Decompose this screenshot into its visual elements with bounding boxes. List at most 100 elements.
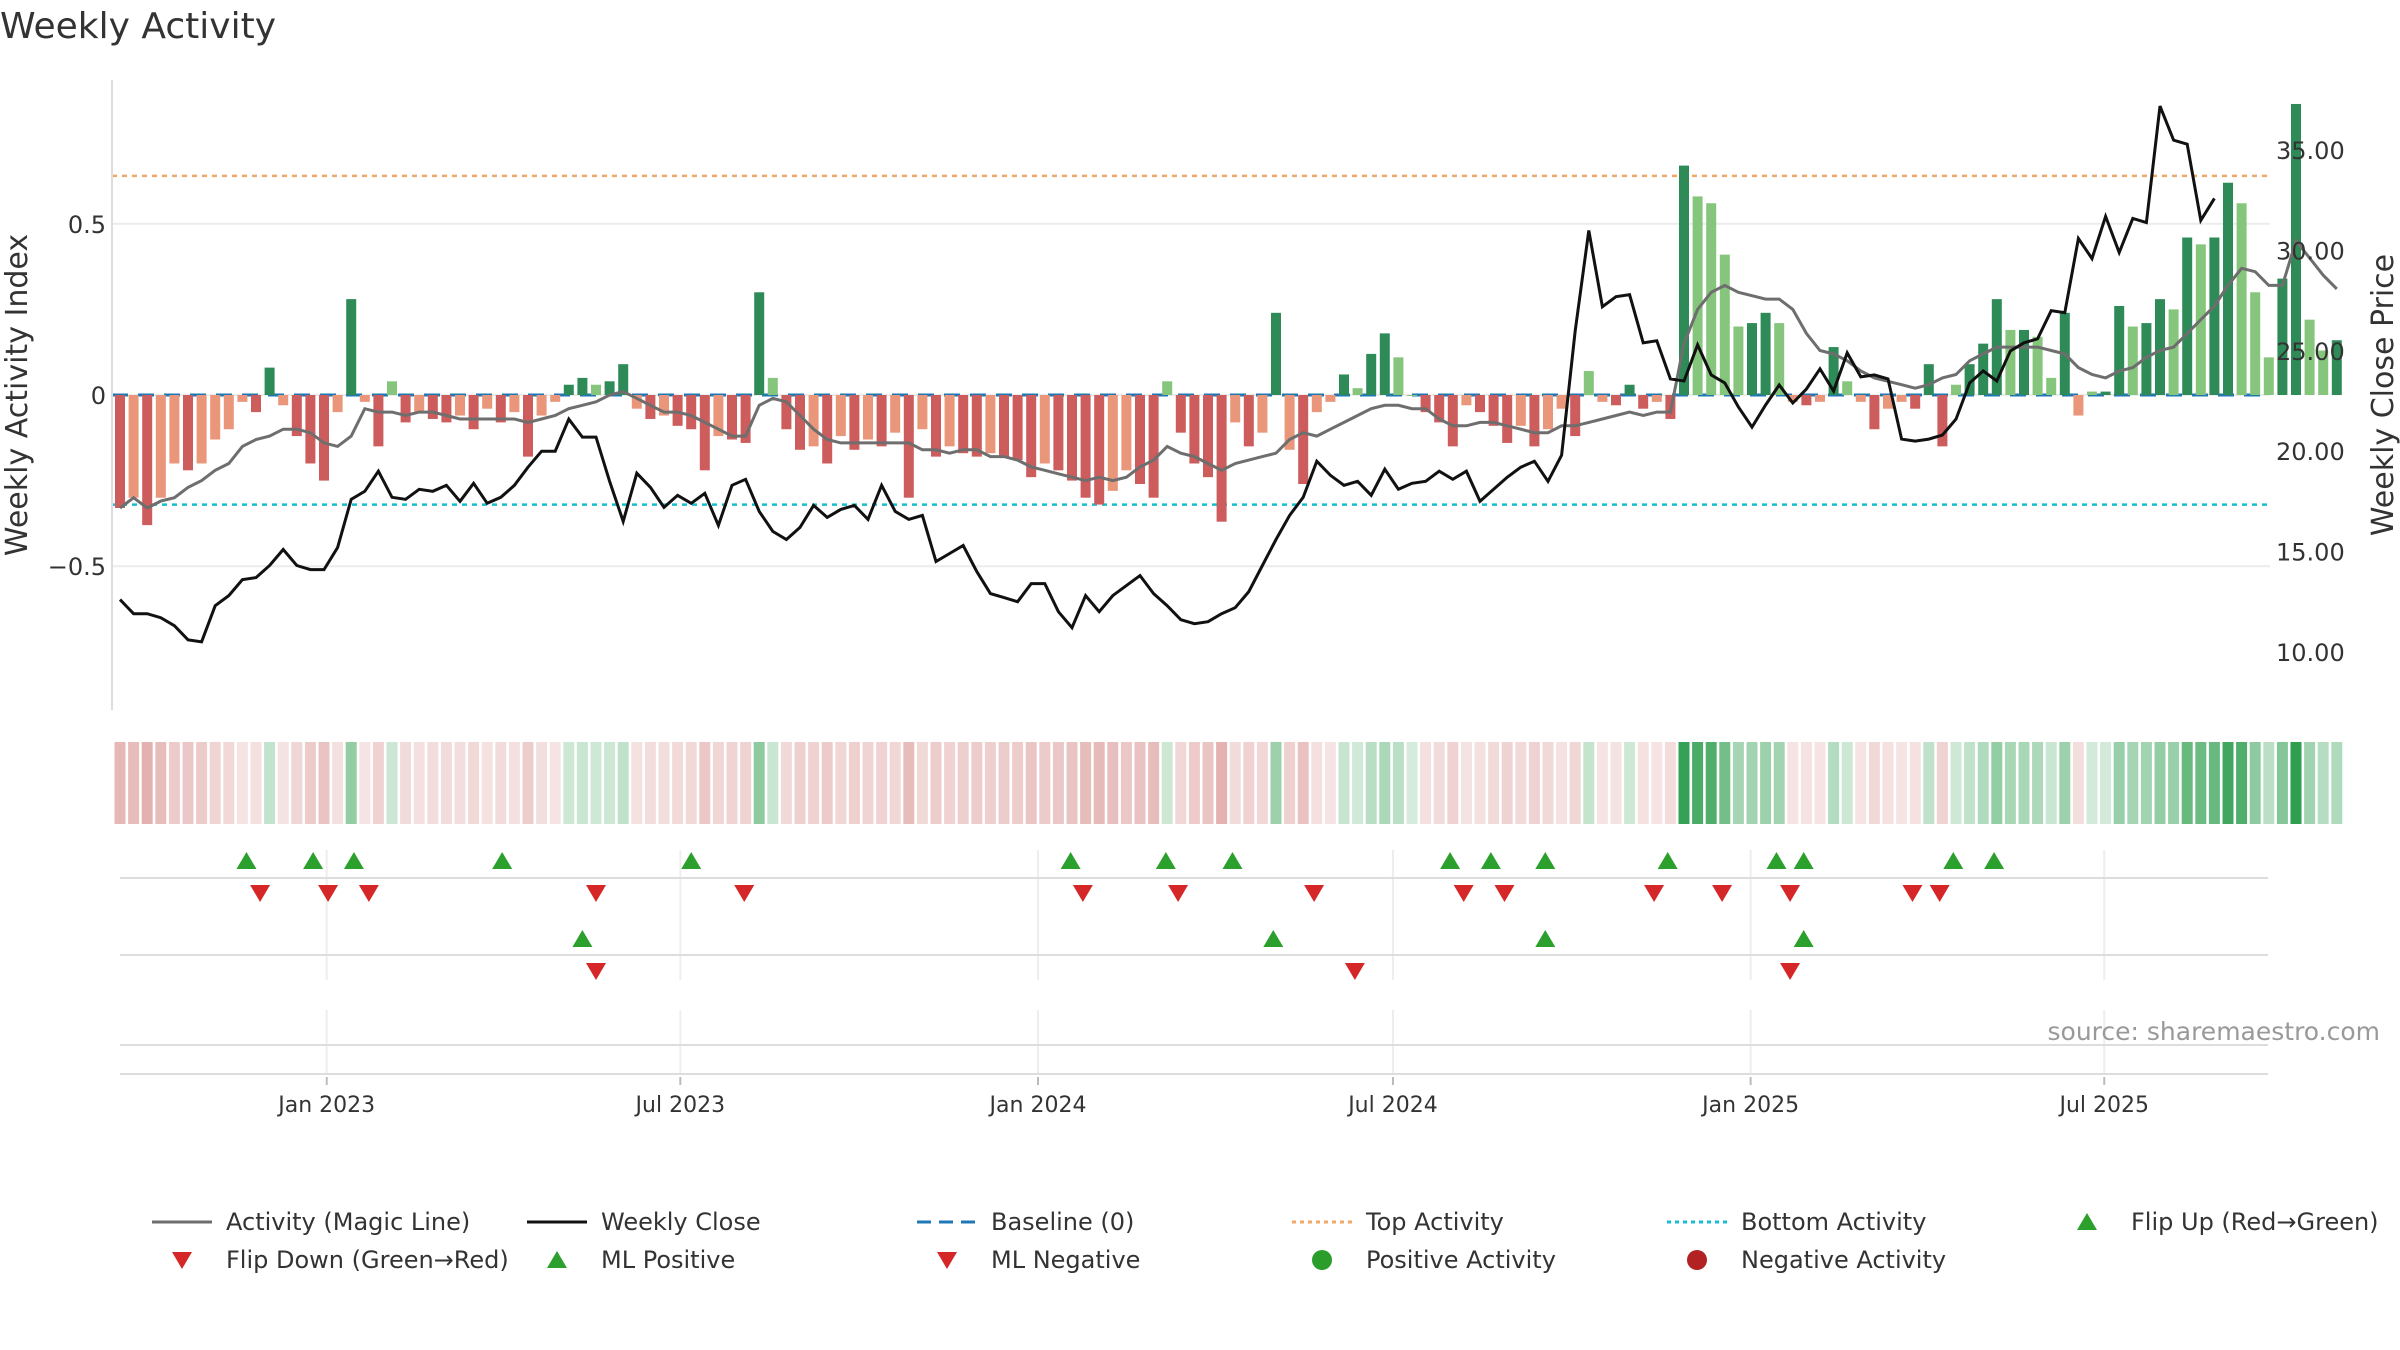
heat-cell bbox=[1297, 742, 1309, 824]
heat-cell bbox=[1025, 742, 1037, 824]
activity-bar-negative bbox=[931, 395, 941, 457]
activity-bar-positive bbox=[1679, 165, 1689, 395]
activity-bar-negative bbox=[482, 395, 493, 409]
activity-bar-negative bbox=[1570, 395, 1581, 437]
heat-cell bbox=[2249, 742, 2261, 824]
flip-up-marker bbox=[1155, 852, 1176, 869]
flip-up-marker bbox=[343, 852, 364, 869]
activity-bar-negative bbox=[319, 395, 329, 481]
activity-bar-negative bbox=[1815, 395, 1825, 402]
triangle-down-icon bbox=[172, 1252, 192, 1269]
heat-cell bbox=[1923, 742, 1935, 824]
signal-markers bbox=[236, 852, 2005, 980]
activity-bar-positive bbox=[1393, 357, 1404, 395]
legend-item: Top Activity bbox=[1290, 1205, 1504, 1239]
heat-cell bbox=[821, 742, 833, 824]
activity-bar-negative bbox=[550, 395, 561, 402]
ml-negative-marker bbox=[1780, 963, 1801, 980]
activity-bar-negative bbox=[1515, 395, 1526, 426]
heat-cell bbox=[1732, 742, 1744, 824]
heat-cell bbox=[413, 742, 425, 824]
heat-cell bbox=[1977, 742, 1989, 824]
activity-bar-negative bbox=[686, 395, 697, 430]
activity-bar-positive bbox=[591, 384, 601, 395]
heat-cell bbox=[1134, 742, 1146, 824]
activity-bar-negative bbox=[659, 395, 669, 416]
heat-cell bbox=[672, 742, 684, 824]
heat-cell bbox=[468, 742, 480, 824]
y2-tick-label: 30.00 bbox=[2276, 238, 2345, 266]
heat-cell bbox=[128, 742, 140, 824]
heat-cell bbox=[563, 742, 575, 824]
activity-bar-negative bbox=[468, 395, 479, 430]
activity-bar-negative bbox=[1298, 395, 1309, 485]
activity-bar-negative bbox=[373, 395, 384, 447]
activity-bar-negative bbox=[1175, 395, 1186, 433]
activity-bar-negative bbox=[1556, 395, 1567, 409]
activity-bar-negative bbox=[727, 395, 737, 440]
legend-label: ML Positive bbox=[601, 1246, 736, 1274]
flip-down-marker bbox=[1929, 885, 1950, 902]
activity-bar-negative bbox=[169, 395, 180, 464]
activity-bar-positive bbox=[1624, 384, 1635, 395]
legend-item: Positive Activity bbox=[1290, 1243, 1556, 1277]
flip-up-marker bbox=[1793, 852, 1814, 869]
activity-bar-negative bbox=[441, 395, 452, 423]
activity-bar-negative bbox=[414, 395, 425, 413]
activity-bar-negative bbox=[645, 395, 656, 419]
heat-cell bbox=[576, 742, 588, 824]
heat-cell bbox=[2236, 742, 2248, 824]
activity-bar-negative bbox=[1611, 395, 1621, 406]
activity-bar-negative bbox=[128, 395, 139, 498]
heat-cell bbox=[1392, 742, 1404, 824]
heat-cell bbox=[1705, 742, 1717, 824]
heat-cell bbox=[590, 742, 602, 824]
heat-cell bbox=[1202, 742, 1214, 824]
heat-cell bbox=[767, 742, 779, 824]
activity-bar-negative bbox=[822, 395, 833, 464]
activity-bar-negative bbox=[971, 395, 982, 457]
heat-cell bbox=[1488, 742, 1500, 824]
activity-bar-negative bbox=[944, 395, 955, 447]
activity-bar-negative bbox=[1787, 395, 1798, 402]
heat-cell bbox=[2331, 742, 2343, 824]
heat-cell bbox=[508, 742, 520, 824]
triangle-up-icon bbox=[2077, 1213, 2097, 1230]
activity-bar-negative bbox=[1216, 395, 1227, 522]
activity-bar-negative bbox=[958, 395, 969, 454]
heat-cell bbox=[1896, 742, 1908, 824]
flip-down-marker bbox=[1780, 885, 1801, 902]
activity-bar-positive bbox=[387, 381, 397, 395]
heat-cell bbox=[522, 742, 534, 824]
activity-bar-negative bbox=[713, 395, 724, 437]
flip-up-marker bbox=[681, 852, 702, 869]
activity-bars bbox=[115, 103, 2342, 526]
activity-bar-positive bbox=[2114, 305, 2125, 395]
heat-cell bbox=[427, 742, 439, 824]
heat-cell bbox=[1814, 742, 1826, 824]
heat-cell bbox=[712, 742, 724, 824]
heat-cell bbox=[536, 742, 548, 824]
flip-down-marker bbox=[1453, 885, 1474, 902]
heat-cell bbox=[1107, 742, 1119, 824]
heat-cell bbox=[2304, 742, 2316, 824]
heat-cell bbox=[1909, 742, 1921, 824]
heat-cell bbox=[1460, 742, 1472, 824]
y2-tick-label: 25.00 bbox=[2276, 338, 2345, 366]
activity-bar-negative bbox=[1067, 395, 1077, 481]
activity-bar-positive bbox=[1719, 254, 1730, 395]
heat-cell bbox=[2059, 742, 2071, 824]
heat-cell bbox=[1420, 742, 1432, 824]
heat-cell bbox=[903, 742, 915, 824]
circle-icon bbox=[1312, 1250, 1332, 1270]
activity-bar-negative bbox=[523, 395, 533, 457]
flip-down-marker bbox=[1902, 885, 1923, 902]
heat-cell bbox=[2195, 742, 2207, 824]
activity-bar-positive bbox=[2291, 103, 2301, 395]
heat-cell bbox=[1596, 742, 1608, 824]
activity-bar-negative bbox=[1855, 395, 1866, 402]
activity-bar-positive bbox=[2087, 391, 2097, 395]
legend-label: Negative Activity bbox=[1741, 1246, 1947, 1274]
activity-bar-positive bbox=[346, 299, 357, 395]
activity-bar-negative bbox=[699, 395, 710, 471]
